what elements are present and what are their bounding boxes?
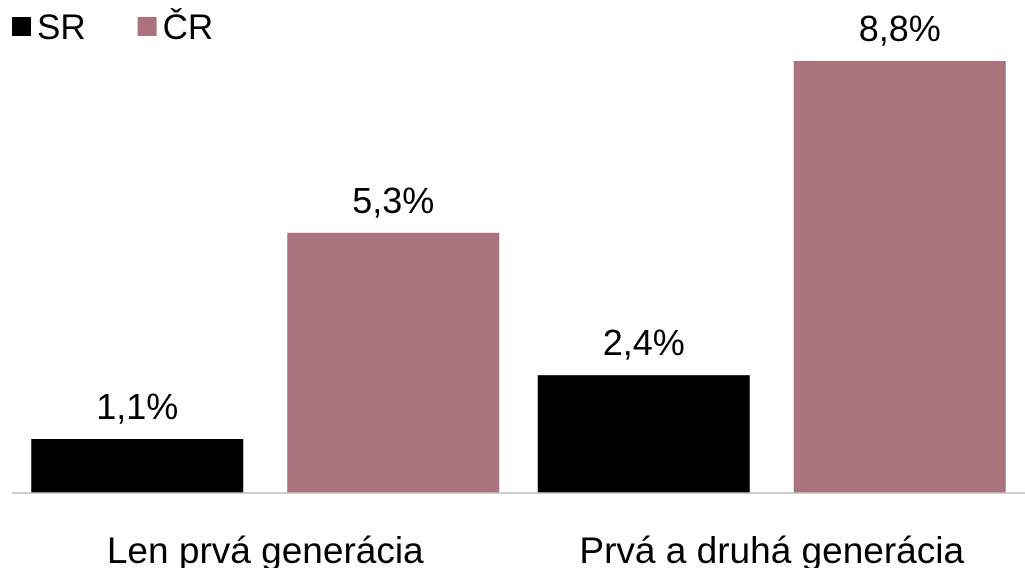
bar bbox=[31, 439, 244, 493]
legend-swatch bbox=[137, 17, 157, 36]
data-label: 5,3% bbox=[352, 180, 434, 221]
x-tick-label: Len prvá generácia bbox=[107, 530, 424, 568]
bar bbox=[287, 232, 500, 493]
data-label: 1,1% bbox=[96, 386, 178, 427]
bar bbox=[793, 61, 1006, 493]
legend-label: ČR bbox=[163, 8, 214, 47]
legend-swatch bbox=[12, 17, 31, 36]
x-tick-label: Prvá a druhá generácia bbox=[579, 530, 964, 568]
data-label: 2,4% bbox=[603, 322, 685, 363]
bar bbox=[537, 375, 750, 493]
legend-label: SR bbox=[37, 8, 86, 47]
data-label: 8,8% bbox=[859, 8, 941, 49]
